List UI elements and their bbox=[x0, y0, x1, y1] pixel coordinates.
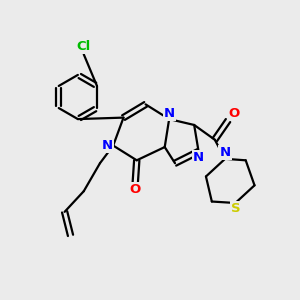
Text: O: O bbox=[130, 183, 141, 196]
Text: N: N bbox=[164, 107, 175, 120]
Text: N: N bbox=[193, 151, 204, 164]
Text: N: N bbox=[102, 139, 113, 152]
Text: S: S bbox=[231, 202, 240, 215]
Text: N: N bbox=[220, 146, 231, 159]
Text: Cl: Cl bbox=[76, 40, 91, 53]
Text: O: O bbox=[228, 107, 239, 120]
